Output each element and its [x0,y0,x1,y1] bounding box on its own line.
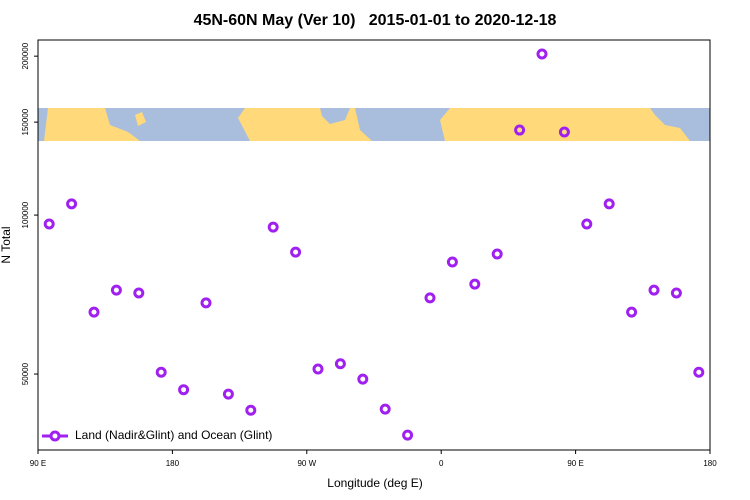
point [290,246,302,258]
point [469,278,481,290]
point [558,126,570,138]
legend-marker [49,430,61,442]
point [43,218,55,230]
point [648,284,660,296]
point [66,198,78,210]
point [670,287,682,299]
x-tick-label: 0 [439,459,444,468]
x-tick-label: 90 W [297,459,316,468]
point [536,48,548,60]
point [133,287,145,299]
point [424,292,436,304]
x-tick-label: 90 E [30,459,46,468]
x-tick-label: 180 [703,459,717,468]
point [581,218,593,230]
legend-label: Land (Nadir&Glint) and Ocean (Glint) [75,428,272,442]
y-axis-label: N Total [0,226,13,263]
point [446,256,458,268]
y-tick-label: 150000 [21,108,30,135]
point [626,306,638,318]
point [88,306,100,318]
y-tick-label: 200000 [21,42,30,69]
point [155,366,167,378]
point [267,221,279,233]
point [334,358,346,370]
x-tick-label: 90 E [567,459,583,468]
point [245,404,257,416]
point [312,363,324,375]
y-tick-label: 50000 [21,362,30,385]
x-tick-label: 180 [166,459,180,468]
y-tick-label: 100000 [21,201,30,228]
point [491,248,503,260]
chart-title: 45N-60N May (Ver 10) 2015-01-01 to 2020-… [194,12,557,29]
map-band [38,108,710,141]
point [178,384,190,396]
point [200,297,212,309]
point [603,198,615,210]
point [357,373,369,385]
point [514,124,526,136]
point [222,388,234,400]
point [110,284,122,296]
plot-frame [37,39,711,451]
point [402,429,414,441]
x-axis-label: Longitude (deg E) [327,476,422,490]
point [379,403,391,415]
point [693,366,705,378]
